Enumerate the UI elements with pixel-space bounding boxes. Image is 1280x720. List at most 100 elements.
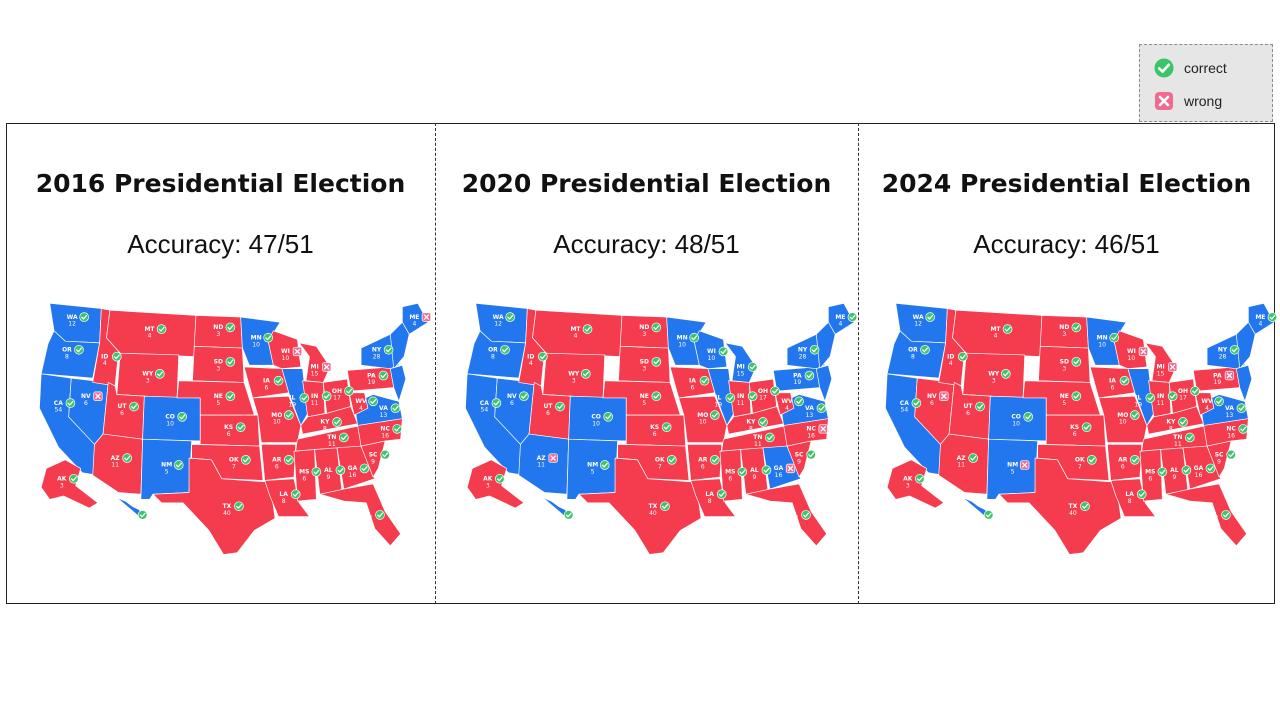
check-icon (651, 356, 662, 367)
check-icon (1145, 393, 1156, 403)
state-label: AK (483, 475, 493, 482)
check-icon (359, 463, 370, 474)
state-shape-northeast (815, 364, 833, 402)
state-label: IL (1135, 395, 1141, 402)
state-label: OK (655, 457, 665, 464)
electoral-votes: 5 (1062, 400, 1066, 407)
electoral-votes: 30 (790, 518, 798, 525)
check-icon (794, 396, 804, 407)
electoral-votes: 10 (1012, 420, 1020, 427)
state-label: NV (81, 393, 91, 400)
check-icon (505, 312, 515, 322)
panel-accuracy: Accuracy: 46/51 (973, 229, 1160, 259)
electoral-votes: 6 (227, 431, 231, 438)
cross-icon (421, 312, 432, 322)
state-label: MI (1157, 364, 1165, 371)
electoral-votes: 6 (691, 384, 695, 391)
electoral-votes: 28 (373, 353, 381, 360)
state-label: MS (725, 469, 735, 476)
electoral-votes: 4 (574, 333, 578, 340)
state-label: IA (689, 377, 696, 384)
state-label: WA (913, 314, 924, 321)
state-label: WA (67, 314, 78, 321)
state-shape-or (886, 330, 946, 379)
state-label: SD (1060, 359, 1069, 366)
electoral-votes: 5 (642, 400, 646, 407)
state-label: IL (715, 395, 721, 402)
panel-2020: 2020 Presidential Election Accuracy: 48/… (435, 123, 858, 604)
check-icon (500, 344, 510, 355)
state-shape-fl (745, 483, 827, 547)
state-label: WY (142, 371, 154, 378)
check-icon (1001, 369, 1011, 379)
electoral-votes: 4 (148, 333, 152, 340)
check-icon (747, 391, 758, 402)
state-label: AL (1170, 467, 1179, 474)
electoral-votes: 54 (901, 407, 909, 414)
check-icon (137, 510, 148, 520)
electoral-votes: 10 (166, 420, 174, 427)
electoral-votes: 13 (806, 412, 814, 419)
check-icon (1190, 386, 1200, 396)
state-label: PA (367, 372, 376, 379)
state-label: CA (480, 400, 489, 407)
electoral-votes: 3 (486, 482, 490, 489)
check-icon (958, 351, 968, 362)
electoral-votes: 10 (282, 355, 290, 362)
electoral-votes: 16 (807, 432, 815, 439)
state-label: OK (229, 457, 239, 464)
check-icon (1226, 449, 1236, 460)
electoral-votes: 13 (380, 412, 388, 419)
state-label: UT (117, 403, 127, 410)
electoral-votes: 28 (799, 353, 807, 360)
panel-2016: 2016 Presidential Election Accuracy: 47/… (6, 123, 435, 604)
state-shape-wv (348, 392, 369, 416)
state-label: IN (1157, 393, 1164, 400)
state-shape-fl (1165, 483, 1247, 547)
state-label: TX (649, 503, 658, 510)
electoral-votes: 30 (364, 518, 372, 525)
electoral-votes: 16 (349, 472, 357, 479)
electoral-votes: 4 (529, 360, 533, 367)
check-icon (380, 449, 390, 460)
check-icon (1178, 417, 1188, 427)
state-label: NM (587, 462, 598, 469)
state-label: OH (332, 388, 342, 395)
electoral-votes: 16 (381, 432, 389, 439)
check-icon (809, 344, 820, 355)
check-icon (689, 332, 699, 343)
electoral-votes: 16 (1227, 432, 1235, 439)
electoral-votes: 9 (797, 458, 801, 465)
electoral-votes: 54 (55, 407, 63, 414)
check-icon (661, 422, 672, 432)
electoral-votes: 3 (642, 365, 646, 372)
check-icon (1080, 501, 1090, 512)
check-icon (1238, 424, 1248, 434)
electoral-votes: 10 (252, 341, 260, 348)
state-label: MO (697, 412, 708, 419)
electoral-votes: 15 (737, 371, 745, 378)
legend-wrong: wrong (1154, 91, 1222, 111)
state-label: ME (1255, 314, 1265, 321)
electoral-votes: 11 (1174, 441, 1182, 448)
check-icon (79, 312, 89, 322)
electoral-votes: 16 (775, 472, 783, 479)
state-shape-northeast (389, 321, 410, 370)
state-label: KY (1166, 419, 1176, 426)
check-icon (758, 417, 768, 427)
electoral-votes: 6 (510, 400, 514, 407)
legend-correct: correct (1154, 58, 1227, 78)
electoral-votes: 10 (699, 419, 707, 426)
cross-icon (818, 424, 828, 434)
check-icon (716, 489, 727, 500)
cross-icon (939, 391, 949, 401)
check-icon (69, 473, 79, 484)
state-label: SD (640, 359, 649, 366)
check-icon (1185, 432, 1195, 443)
check-icon (806, 449, 816, 460)
electoral-votes: 19 (368, 379, 376, 386)
electoral-votes: 6 (546, 410, 550, 417)
electoral-votes: 9 (371, 458, 375, 465)
state-shape-tx (578, 457, 702, 555)
electoral-votes: 40 (1069, 510, 1077, 517)
